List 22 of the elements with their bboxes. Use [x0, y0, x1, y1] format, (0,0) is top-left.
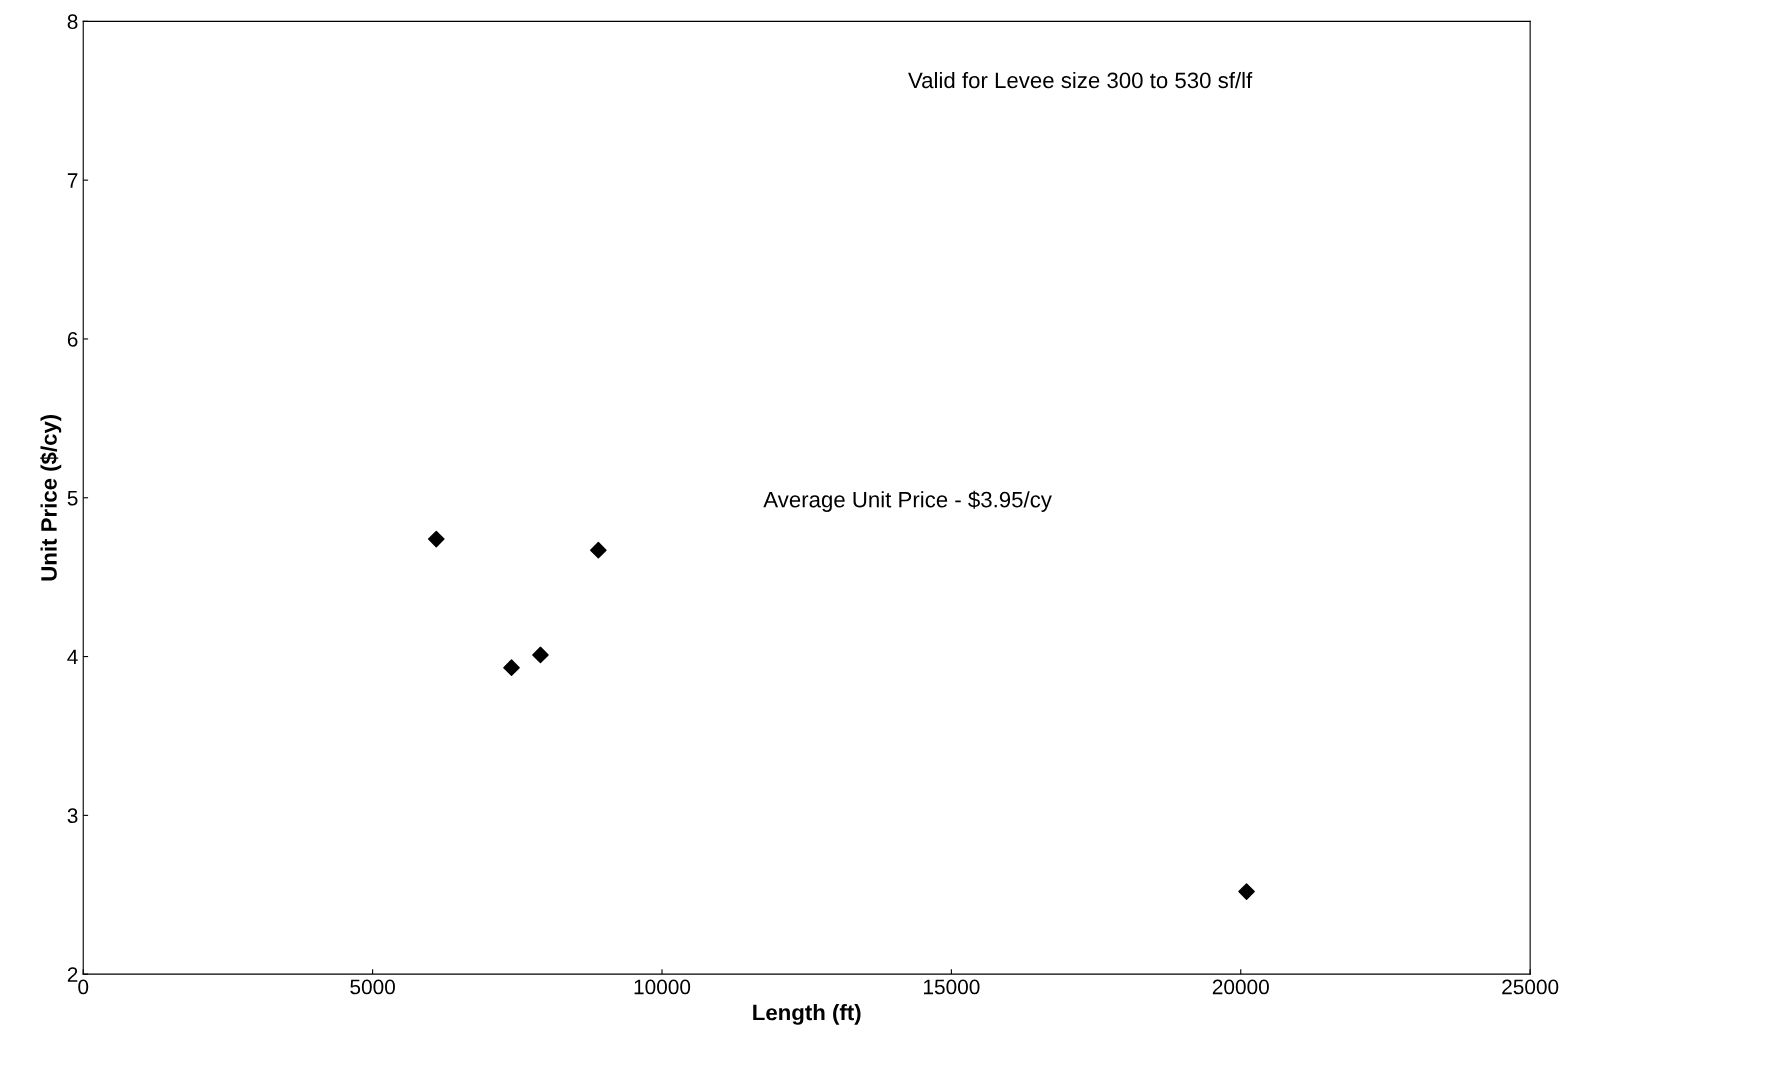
point [427, 530, 445, 548]
x-tick-label: 0 [78, 979, 89, 995]
y-tick-label: 5 [67, 490, 78, 506]
point [590, 541, 607, 559]
point [532, 646, 549, 664]
x-axis-title: Length (ft) [753, 1004, 861, 1025]
y-tick-label: 4 [67, 649, 78, 665]
y-tick-label: 7 [67, 173, 78, 188]
point [1238, 883, 1255, 900]
y-tick-label: 2 [67, 967, 78, 982]
y-tick-label: 6 [67, 331, 78, 347]
x-tick-label: 5000 [350, 979, 395, 995]
x-tick-label: 25000 [1502, 979, 1559, 995]
annotation: Average Unit Price - $3.95/cy [763, 490, 1052, 512]
y-tick-label: 8 [67, 14, 78, 30]
x-tick-label: 10000 [634, 979, 691, 995]
point [503, 659, 520, 676]
y-axis-title: Unit Price ($/cy) [40, 414, 62, 581]
x-tick-label: 15000 [924, 979, 980, 995]
annotation: Valid for Levee size 300 to 530 sf/lf [908, 71, 1253, 89]
y-tick-label: 3 [67, 808, 78, 824]
x-tick-label: 20000 [1212, 979, 1269, 995]
